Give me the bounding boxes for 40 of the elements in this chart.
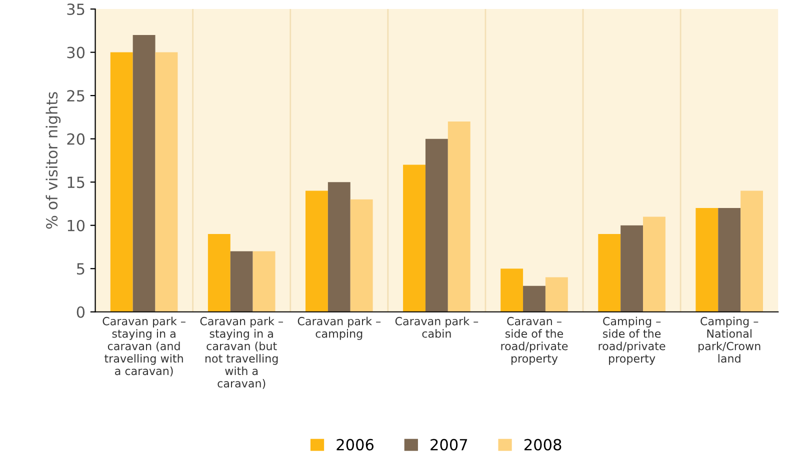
x-tick-label: Caravan park – cabin [395,316,478,338]
x-tick-label: Camping – side of the road/private property [598,316,666,365]
x-tick-label: Caravan park – staying in a caravan (and travelling with a caravan) [102,316,186,376]
bar [132,35,156,312]
legend-label: 2008 [524,438,562,450]
legend-label: 2007 [430,438,468,450]
bar [643,216,666,312]
bar [425,138,448,312]
bar [500,268,524,312]
x-tick-label: Caravan park – camping [298,316,381,340]
bar [350,199,373,312]
y-tick-label: 20 [67,133,85,145]
bar [328,182,350,312]
bar [545,277,568,312]
bar [403,164,426,312]
bar [252,251,276,312]
bar [523,286,546,312]
bar [740,190,763,312]
bar [305,190,328,312]
bar [696,208,718,312]
bar [448,122,470,312]
bar [620,225,644,312]
y-tick-label: 35 [67,4,84,16]
x-tick-label: Caravan park – staying in a caravan (but not travelling with a caravan) [200,316,283,389]
bar [110,52,133,312]
y-tick-label: 15 [68,176,84,188]
y-tick-label: 5 [77,263,84,275]
bar [155,52,178,312]
y-tick-label: 30 [67,46,85,58]
bar [718,208,741,312]
legend-label: 2006 [336,438,374,450]
bar [208,234,230,312]
y-tick-label: 10 [68,220,85,232]
x-tick-label: Camping – National park/Crown land [698,316,760,363]
y-tick-label: 25 [67,90,84,102]
y-axis-title: % of visitor nights [46,92,61,229]
bar [598,234,621,312]
y-tick-label: 0 [76,306,85,318]
bar [230,251,253,312]
x-tick-label: Caravan – side of the road/private property [501,316,568,365]
